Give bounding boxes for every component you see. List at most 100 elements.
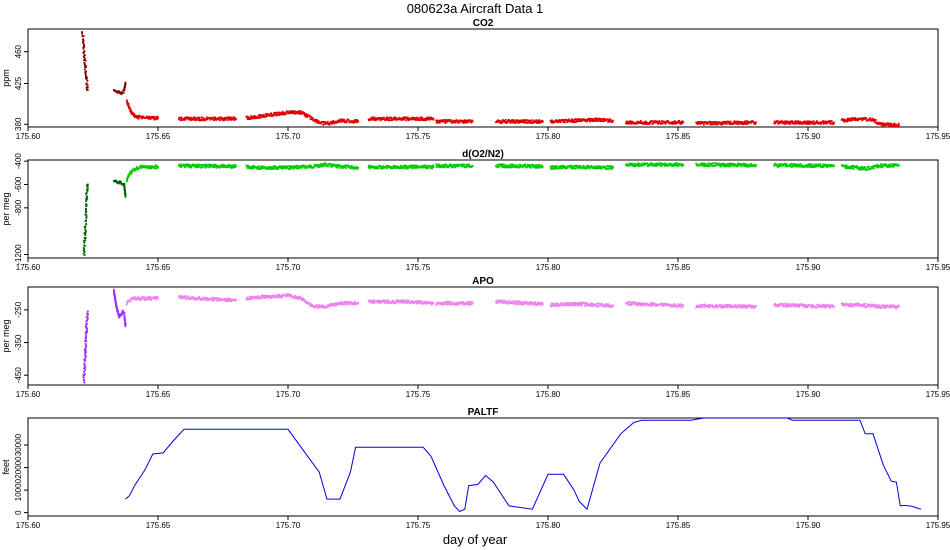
data-point — [597, 120, 600, 122]
data-point — [86, 314, 89, 316]
data-point — [319, 163, 322, 165]
data-point — [219, 166, 222, 168]
data-point — [319, 164, 322, 166]
data-point — [566, 167, 568, 169]
data-point — [645, 120, 647, 123]
data-point — [650, 305, 653, 307]
data-point — [112, 288, 115, 291]
data-point — [266, 115, 268, 117]
data-point — [424, 165, 426, 168]
data-point — [560, 165, 563, 168]
data-point — [810, 305, 813, 308]
data-point — [733, 306, 736, 308]
data-point — [86, 318, 89, 320]
data-point — [221, 117, 224, 119]
x-tick-label: 175.90 — [796, 521, 821, 530]
data-point — [449, 119, 452, 121]
data-point — [328, 303, 331, 306]
data-point — [816, 163, 819, 166]
data-point — [676, 165, 679, 168]
data-point — [404, 300, 406, 303]
data-point — [192, 163, 194, 166]
data-point — [150, 167, 153, 170]
data-point — [504, 164, 506, 167]
data-point — [331, 163, 334, 166]
data-point — [303, 114, 306, 117]
data-point — [276, 112, 279, 114]
data-point — [183, 165, 186, 167]
data-point — [85, 215, 88, 218]
data-point — [85, 74, 87, 77]
data-point — [430, 303, 433, 306]
data-point — [131, 298, 134, 300]
data-point — [84, 347, 87, 350]
data-point — [576, 164, 579, 167]
data-point — [524, 300, 526, 303]
data-point — [824, 165, 827, 168]
data-point — [330, 165, 333, 168]
data-point — [850, 164, 853, 167]
data-point — [555, 303, 557, 306]
x-tick-label: 175.70 — [276, 263, 301, 272]
data-point — [791, 120, 794, 123]
data-point — [554, 121, 557, 123]
data-point — [556, 165, 558, 168]
data-point — [394, 116, 397, 119]
data-point — [647, 163, 650, 166]
data-point — [515, 166, 518, 168]
x-axis-label: day of year — [443, 532, 508, 547]
data-series — [112, 81, 127, 96]
data-point — [211, 164, 214, 167]
data-point — [82, 47, 85, 50]
data-point — [411, 167, 414, 170]
data-point — [458, 121, 460, 124]
plot-area — [82, 162, 900, 256]
data-point — [420, 300, 423, 303]
data-point — [658, 120, 660, 122]
data-point — [466, 165, 468, 168]
figure-title: 080623a Aircraft Data 1 — [407, 1, 544, 16]
data-point — [661, 123, 664, 125]
data-point — [626, 302, 629, 304]
data-point — [86, 84, 89, 86]
data-point — [85, 192, 88, 195]
data-point — [784, 162, 786, 165]
data-point — [415, 300, 418, 303]
data-point — [415, 164, 417, 167]
data-point — [398, 300, 401, 303]
data-point — [143, 297, 146, 300]
data-point — [565, 119, 568, 122]
data-point — [803, 122, 805, 125]
data-point — [421, 117, 424, 120]
data-point — [722, 165, 725, 167]
data-point — [710, 121, 713, 124]
data-point — [878, 304, 880, 307]
data-point — [745, 163, 747, 166]
data-point — [284, 167, 287, 169]
data-point — [894, 305, 897, 308]
data-point — [743, 165, 746, 167]
data-point — [866, 305, 869, 307]
data-point — [877, 123, 879, 125]
data-point — [823, 120, 826, 123]
data-point — [497, 119, 500, 122]
data-point — [743, 304, 746, 307]
data-point — [873, 118, 876, 121]
data-point — [538, 119, 541, 121]
data-point — [128, 105, 131, 108]
data-point — [585, 119, 588, 121]
data-point — [818, 303, 821, 306]
data-point — [471, 119, 473, 122]
data-point — [84, 331, 87, 334]
data-point — [280, 167, 283, 170]
data-point — [288, 165, 291, 168]
data-point — [576, 118, 579, 121]
data-point — [405, 165, 408, 168]
data-point — [792, 303, 795, 306]
data-point — [435, 119, 438, 122]
data-point — [194, 118, 196, 121]
data-point — [82, 376, 85, 379]
data-point — [649, 164, 652, 167]
data-point — [469, 303, 471, 305]
